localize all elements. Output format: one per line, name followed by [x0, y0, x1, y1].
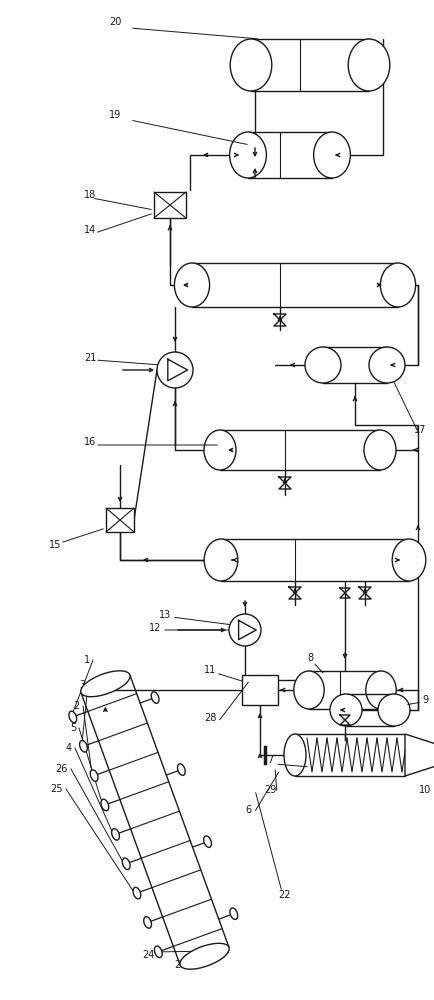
Ellipse shape	[79, 741, 87, 752]
Text: 28: 28	[204, 713, 216, 723]
Ellipse shape	[180, 943, 229, 969]
Text: 7: 7	[266, 755, 273, 765]
Text: 9: 9	[421, 695, 427, 705]
Ellipse shape	[365, 671, 395, 709]
Bar	[106, 508, 134, 532]
Text: 26: 26	[56, 764, 68, 774]
Text: 25: 25	[50, 784, 63, 794]
Ellipse shape	[229, 132, 266, 178]
Text: 12: 12	[148, 623, 161, 633]
Ellipse shape	[90, 770, 98, 781]
Ellipse shape	[154, 946, 162, 958]
Text: 5: 5	[69, 723, 76, 733]
Bar	[154, 192, 186, 218]
Ellipse shape	[363, 430, 395, 470]
Text: 3: 3	[79, 680, 85, 690]
Text: 19: 19	[108, 110, 121, 120]
Text: 11: 11	[204, 665, 216, 675]
Text: 24: 24	[141, 950, 154, 960]
Text: 10: 10	[418, 785, 430, 795]
Ellipse shape	[174, 263, 209, 307]
Ellipse shape	[81, 671, 130, 697]
Text: 15: 15	[49, 540, 61, 550]
Text: 2: 2	[74, 701, 80, 711]
Ellipse shape	[283, 734, 305, 776]
FancyBboxPatch shape	[247, 132, 331, 178]
Ellipse shape	[293, 671, 323, 709]
Ellipse shape	[379, 263, 414, 307]
Ellipse shape	[391, 539, 425, 581]
Ellipse shape	[203, 836, 211, 847]
FancyBboxPatch shape	[308, 671, 380, 709]
Text: 14: 14	[84, 225, 96, 235]
FancyBboxPatch shape	[345, 694, 393, 726]
FancyBboxPatch shape	[220, 539, 408, 581]
Text: 6: 6	[244, 805, 250, 815]
Text: 20: 20	[108, 17, 121, 27]
Text: 1: 1	[84, 655, 90, 665]
FancyBboxPatch shape	[322, 347, 386, 383]
Text: 23: 23	[174, 960, 186, 970]
Ellipse shape	[177, 764, 185, 775]
Ellipse shape	[101, 799, 108, 811]
Ellipse shape	[133, 887, 141, 899]
FancyBboxPatch shape	[191, 263, 397, 307]
Ellipse shape	[143, 917, 151, 928]
Text: 16: 16	[84, 437, 96, 447]
Ellipse shape	[347, 39, 389, 91]
Text: 21: 21	[84, 353, 96, 363]
Text: 22: 22	[278, 890, 291, 900]
Text: 17: 17	[413, 425, 425, 435]
Ellipse shape	[377, 694, 409, 726]
Ellipse shape	[230, 39, 271, 91]
Circle shape	[157, 352, 193, 388]
Text: 4: 4	[66, 743, 72, 753]
Text: 29: 29	[263, 785, 276, 795]
Ellipse shape	[313, 132, 350, 178]
Text: 8: 8	[306, 653, 312, 663]
Ellipse shape	[329, 694, 361, 726]
Ellipse shape	[122, 858, 130, 869]
Text: 13: 13	[158, 610, 171, 620]
Ellipse shape	[204, 430, 236, 470]
Ellipse shape	[69, 711, 76, 723]
Text: 18: 18	[84, 190, 96, 200]
Ellipse shape	[204, 539, 237, 581]
Bar	[241, 675, 277, 705]
Ellipse shape	[230, 908, 237, 919]
Ellipse shape	[368, 347, 404, 383]
FancyBboxPatch shape	[220, 430, 379, 470]
Ellipse shape	[112, 829, 119, 840]
Ellipse shape	[304, 347, 340, 383]
Ellipse shape	[151, 692, 159, 703]
Polygon shape	[404, 734, 434, 776]
FancyBboxPatch shape	[250, 39, 368, 91]
Circle shape	[228, 614, 260, 646]
